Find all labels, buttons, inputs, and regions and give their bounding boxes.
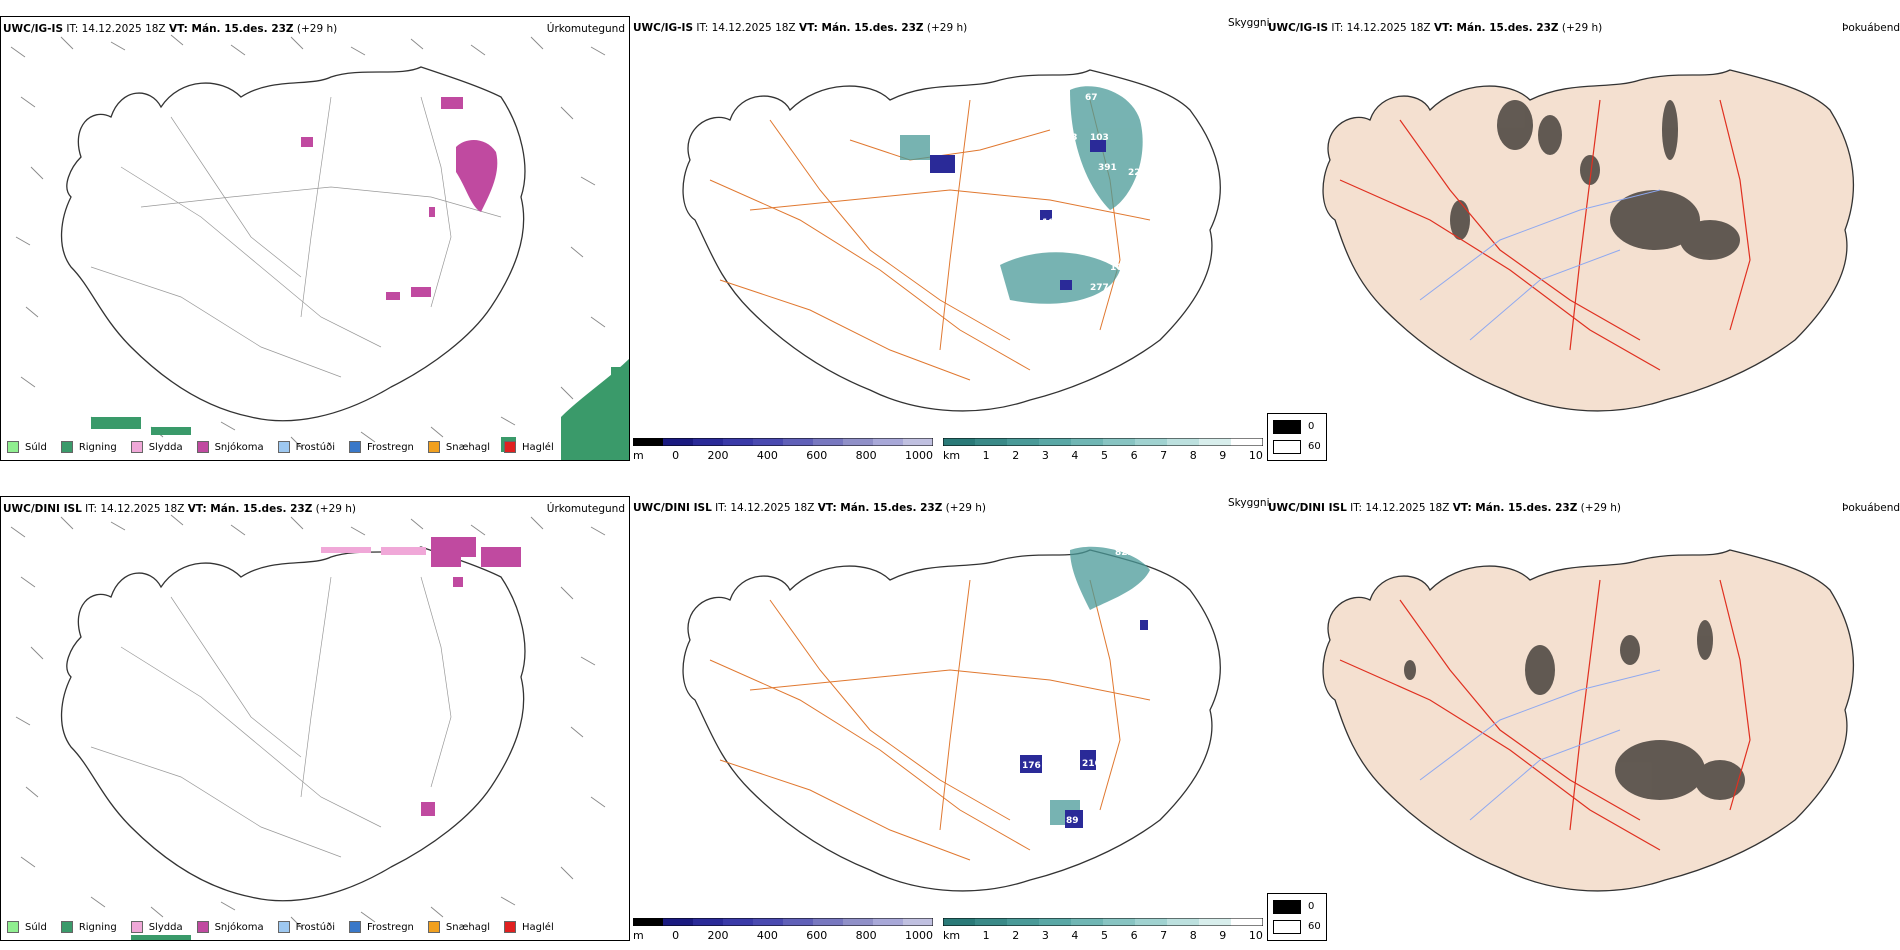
visibility-colorbar-gradient bbox=[942, 917, 1264, 927]
low-vis-teal bbox=[900, 86, 1143, 304]
precip-type-panel: UWC/DINI ISL IT: 14.12.2025 18Z VT: Mán.… bbox=[0, 496, 630, 941]
vis-labels: 67 103 391 229 157 106 50 103 277 2 43 bbox=[980, 93, 1147, 293]
visibility-map: 822 176 216 89 bbox=[682, 546, 1222, 892]
legend-item: Rigning bbox=[60, 441, 117, 453]
legend-item: Slydda bbox=[130, 921, 183, 933]
legend-swatch bbox=[196, 441, 209, 453]
svg-text:106: 106 bbox=[1042, 218, 1061, 228]
legend-swatch bbox=[60, 441, 73, 453]
legend-item: Súld bbox=[7, 441, 47, 453]
height-colorbar-gradient bbox=[632, 917, 934, 927]
svg-text:2: 2 bbox=[1025, 103, 1031, 113]
height-colorbar-gradient bbox=[632, 437, 934, 447]
fog-legend-black-swatch bbox=[1273, 420, 1301, 434]
height-unit: m bbox=[633, 449, 644, 462]
legend-swatch bbox=[427, 921, 440, 933]
legend-item: Frostúði bbox=[277, 441, 335, 453]
svg-text:103: 103 bbox=[1110, 263, 1129, 273]
precip-map bbox=[10, 514, 606, 940]
precip-legend: Súld Rigning Slydda Snjókoma Frostúði Fr… bbox=[7, 441, 568, 453]
svg-text:103: 103 bbox=[1090, 133, 1109, 143]
height-colorbar: m 0 200 400 600 800 1000 bbox=[632, 436, 934, 462]
legend-item: Snæhagl bbox=[427, 921, 490, 933]
visibility-colorbar: km 1 2 3 4 5 6 7 8 9 10 bbox=[942, 436, 1264, 462]
svg-text:277: 277 bbox=[1090, 283, 1109, 293]
panel-header: UWC/DINI ISL IT: 14.12.2025 18Z VT: Mán.… bbox=[633, 502, 987, 514]
legend-swatch bbox=[427, 441, 440, 453]
legend-swatch bbox=[130, 441, 143, 453]
legend-swatch bbox=[277, 921, 290, 933]
svg-text:822: 822 bbox=[1115, 548, 1134, 558]
svg-text:67: 67 bbox=[1085, 93, 1098, 103]
legend-item: Haglél bbox=[504, 441, 554, 453]
precip-map bbox=[10, 34, 629, 460]
forecast-row-1: UWC/IG-IS IT: 14.12.2025 18Z VT: Mán. 15… bbox=[0, 0, 1900, 470]
panel-header: UWC/IG-IS IT: 14.12.2025 18Z VT: Mán. 15… bbox=[3, 23, 338, 35]
panel-title: Skyggni bbox=[1228, 497, 1270, 509]
forecast-row-2: UWC/DINI ISL IT: 14.12.2025 18Z VT: Mán.… bbox=[0, 480, 1900, 950]
legend-item: Snæhagl bbox=[427, 441, 490, 453]
snow-areas bbox=[301, 97, 498, 300]
fog-legend-white-swatch bbox=[1273, 440, 1301, 454]
legend-swatch bbox=[60, 921, 73, 933]
panel-title: Úrkomutegund bbox=[546, 23, 625, 35]
legend-swatch bbox=[504, 921, 517, 933]
panel-title: Þokuábendi bbox=[1842, 22, 1900, 34]
panel-header: UWC/IG-IS IT: 14.12.2025 18Z VT: Mán. 15… bbox=[633, 22, 968, 34]
legend-swatch bbox=[7, 921, 19, 933]
svg-text:176: 176 bbox=[1022, 761, 1041, 771]
legend-swatch bbox=[349, 441, 361, 453]
svg-text:216: 216 bbox=[1082, 759, 1101, 769]
fog-map bbox=[1322, 549, 1854, 892]
panel-header: UWC/DINI ISL IT: 14.12.2025 18Z VT: Mán.… bbox=[1268, 502, 1622, 514]
visibility-map: 67 103 391 229 157 106 50 103 277 2 43 bbox=[682, 69, 1222, 412]
fog-legend: 0 60 bbox=[1267, 893, 1327, 941]
height-colorbar: m 0 200 400 600 800 1000 bbox=[632, 916, 934, 942]
legend-item: Frostregn bbox=[349, 921, 414, 933]
legend-swatch bbox=[196, 921, 209, 933]
iceland-outline bbox=[60, 66, 526, 422]
svg-text:229: 229 bbox=[1128, 168, 1147, 178]
legend-swatch bbox=[349, 921, 361, 933]
legend-item: Snjókoma bbox=[196, 921, 264, 933]
legend-swatch bbox=[7, 441, 19, 453]
legend-swatch bbox=[277, 441, 290, 453]
panel-header: UWC/IG-IS IT: 14.12.2025 18Z VT: Mán. 15… bbox=[1268, 22, 1603, 34]
legend-item: Frostúði bbox=[277, 921, 335, 933]
panel-header: UWC/DINI ISL IT: 14.12.2025 18Z VT: Mán.… bbox=[3, 503, 357, 515]
svg-text:50: 50 bbox=[980, 218, 993, 228]
legend-item: Haglél bbox=[504, 921, 554, 933]
visibility-colorbar: km 1 2 3 4 5 6 7 8 9 10 bbox=[942, 916, 1264, 942]
legend-item: Rigning bbox=[60, 921, 117, 933]
legend-item: Snjókoma bbox=[196, 441, 264, 453]
precip-legend: Súld Rigning Slydda Snjókoma Frostúði Fr… bbox=[7, 921, 568, 933]
precip-type-panel: UWC/IG-IS IT: 14.12.2025 18Z VT: Mán. 15… bbox=[0, 16, 630, 461]
legend-item: Súld bbox=[7, 921, 47, 933]
svg-text:89: 89 bbox=[1066, 816, 1079, 826]
legend-swatch bbox=[504, 441, 517, 453]
visibility-colorbar-gradient bbox=[942, 437, 1264, 447]
low-vis-blue bbox=[930, 140, 1106, 290]
svg-text:157: 157 bbox=[1060, 193, 1079, 203]
legend-swatch bbox=[130, 921, 143, 933]
panel-title: Úrkomutegund bbox=[546, 503, 625, 515]
panel-title: Skyggni bbox=[1228, 17, 1270, 29]
legend-item: Slydda bbox=[130, 441, 183, 453]
legend-item: Frostregn bbox=[349, 441, 414, 453]
svg-text:391: 391 bbox=[1098, 163, 1117, 173]
fog-map bbox=[1322, 69, 1854, 412]
svg-text:43: 43 bbox=[1065, 133, 1078, 143]
fog-legend: 0 60 bbox=[1267, 413, 1327, 461]
panel-title: Þokuábendi bbox=[1842, 502, 1900, 514]
